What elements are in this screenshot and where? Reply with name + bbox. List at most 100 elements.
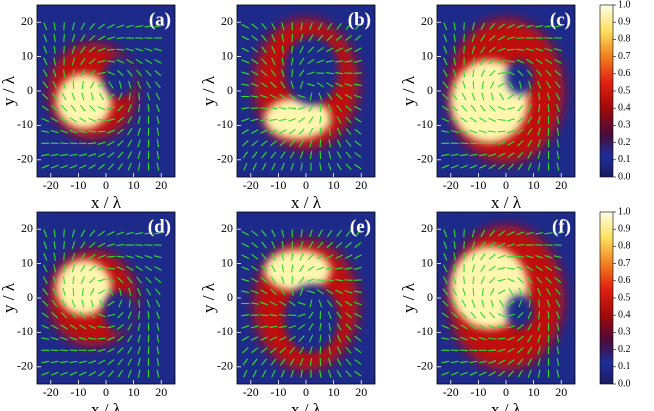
field-arrow — [107, 152, 115, 158]
field-arrow — [554, 288, 561, 296]
field-arrow — [297, 94, 306, 99]
field-arrow — [526, 69, 533, 77]
field-arrow — [156, 357, 160, 367]
field-arrow — [269, 301, 278, 306]
field-arrow — [107, 70, 115, 76]
panel: -20 -10 0 10 20 -20 -10 0 10 20 x / λ y / λ (e) — [199, 211, 376, 411]
intensity-map — [437, 212, 575, 384]
field-arrow — [460, 129, 469, 134]
field-arrow — [328, 322, 332, 331]
field-arrow — [80, 34, 86, 42]
field-arrow — [507, 370, 515, 377]
field-arrow — [336, 323, 342, 331]
field-arrow — [261, 162, 267, 171]
field-arrow — [250, 118, 259, 122]
field-arrow — [89, 311, 96, 319]
field-arrow — [479, 104, 486, 112]
field-arrow — [156, 369, 160, 378]
field-arrow — [298, 57, 305, 66]
hole — [283, 284, 340, 354]
field-arrow — [508, 288, 514, 296]
field-arrow — [480, 253, 486, 261]
field-arrow — [116, 323, 124, 330]
field-arrow — [291, 276, 294, 285]
field-arrow — [326, 82, 334, 88]
field-arrow — [480, 229, 486, 238]
field-arrow — [50, 324, 59, 330]
field-arrow — [442, 300, 449, 307]
field-arrow — [516, 255, 525, 258]
field-arrow — [135, 265, 143, 272]
field-arrow — [327, 229, 333, 237]
field-arrow — [556, 346, 560, 355]
field-arrow — [480, 22, 486, 31]
field-arrow — [470, 311, 477, 319]
colorbar-tick-label: 0.0 — [618, 171, 631, 182]
field-arrow — [127, 346, 133, 354]
field-arrow — [88, 34, 96, 42]
field-arrow — [53, 33, 56, 43]
field-arrow — [546, 299, 551, 308]
field-arrow — [138, 311, 141, 320]
y-tick-label: -10 — [17, 324, 33, 338]
intensity-map — [237, 5, 375, 177]
field-arrow — [260, 277, 268, 284]
field-arrow — [78, 153, 87, 157]
field-arrow — [138, 104, 141, 113]
field-arrow — [488, 276, 496, 284]
field-arrow — [41, 312, 49, 318]
field-arrow — [336, 151, 342, 159]
field-arrow — [528, 92, 531, 101]
field-arrow — [451, 92, 458, 101]
field-arrow — [281, 33, 285, 43]
y-tick-label: -10 — [217, 117, 233, 131]
field-arrow — [336, 358, 342, 366]
field-arrow — [344, 94, 353, 99]
field-arrow — [241, 83, 250, 87]
field-arrow — [328, 346, 332, 355]
field-arrow — [300, 162, 303, 171]
field-arrow — [98, 370, 106, 377]
field-arrow — [99, 299, 105, 308]
field-arrow — [354, 254, 362, 260]
field-arrow — [261, 229, 268, 237]
field-arrow — [89, 104, 96, 112]
field-arrow — [251, 230, 259, 237]
y-tick-label: -20 — [417, 359, 433, 373]
field-arrow — [546, 92, 551, 101]
field-arrow — [497, 35, 506, 41]
x-tick-label: 10 — [128, 178, 140, 192]
field-arrow — [544, 265, 553, 271]
y-axis-label: y / λ — [399, 282, 418, 313]
field-arrow — [535, 58, 543, 65]
field-arrow — [353, 83, 362, 86]
field-arrow — [88, 371, 96, 377]
field-arrow — [153, 255, 162, 259]
field-arrow — [125, 24, 134, 28]
field-arrow — [488, 360, 497, 364]
field-arrow — [498, 370, 506, 377]
field-arrow — [335, 279, 344, 282]
field-arrow — [145, 69, 152, 77]
field-arrow — [471, 34, 476, 42]
field-arrow — [154, 81, 161, 89]
field-arrow — [544, 254, 553, 259]
field-arrow — [298, 69, 305, 77]
field-arrow — [136, 69, 143, 77]
field-arrow — [291, 45, 294, 54]
field-arrow — [506, 60, 516, 63]
field-arrow — [288, 118, 297, 122]
field-arrow — [536, 276, 543, 284]
field-arrow — [441, 337, 450, 340]
colorbar-tick-label: 0.7 — [618, 258, 631, 269]
field-arrow — [488, 241, 496, 249]
field-arrow — [460, 164, 468, 169]
field-arrow — [288, 128, 296, 135]
x-tick-label: -20 — [243, 178, 259, 192]
field-arrow — [471, 57, 476, 66]
field-arrow — [553, 255, 562, 259]
field-arrow — [260, 58, 268, 65]
field-arrow — [490, 299, 494, 308]
colorbar-tick-label: 0.0 — [618, 378, 631, 389]
field-arrow — [60, 360, 69, 364]
